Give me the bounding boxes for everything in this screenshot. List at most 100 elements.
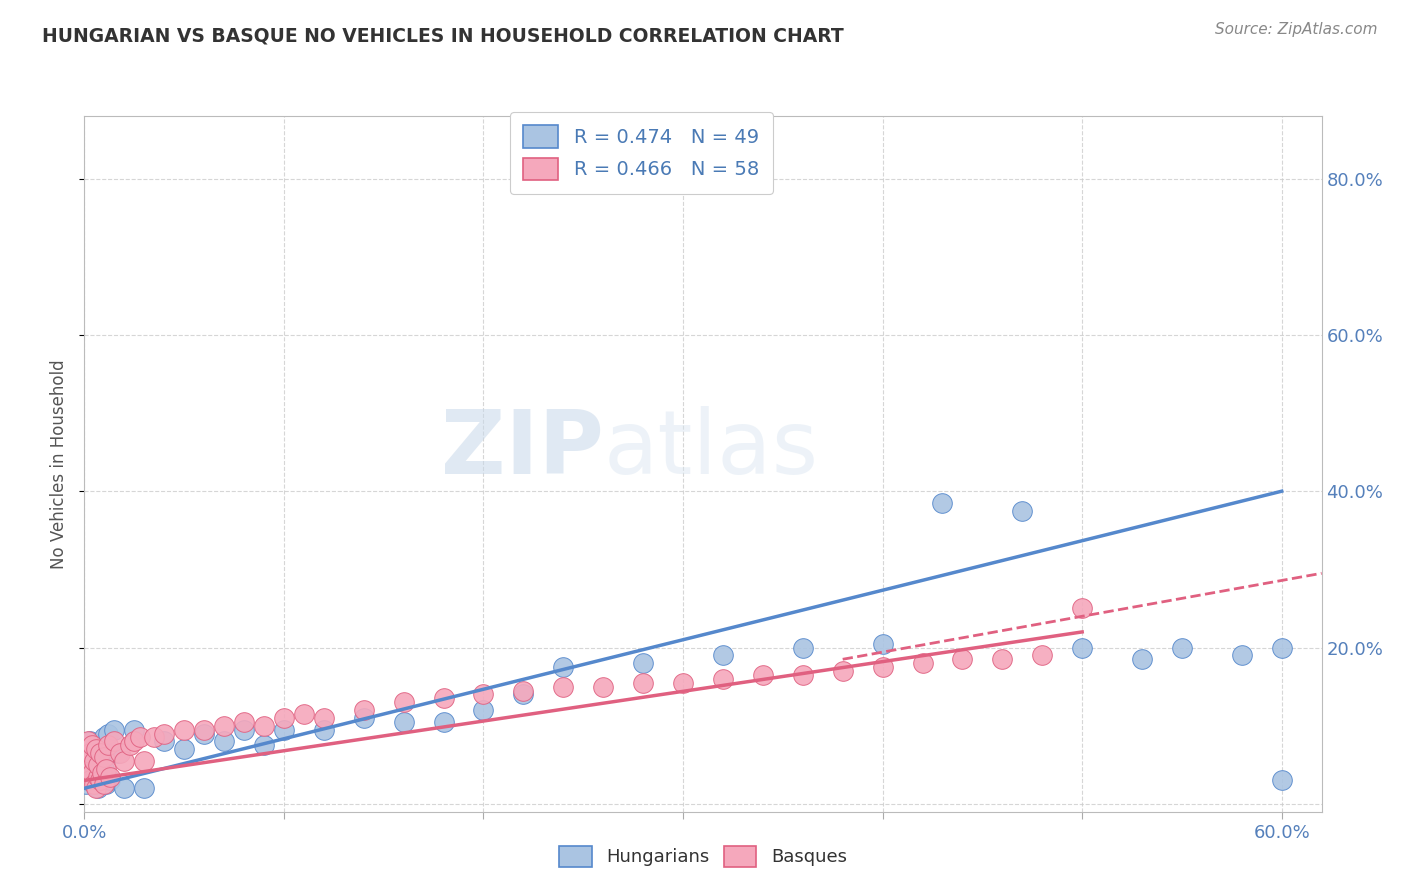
Point [752,668,775,682]
Point [1171,640,1194,655]
Point [312,711,335,725]
Point [432,691,454,706]
Point [83,777,105,791]
Point [1130,652,1153,666]
Point [86,781,108,796]
Point [273,711,295,725]
Point [253,739,276,753]
Point [931,496,953,510]
Point [129,731,152,745]
Point [1071,601,1094,615]
Point [432,714,454,729]
Point [75,770,97,784]
Point [79,746,101,760]
Point [83,770,105,784]
Point [212,719,235,733]
Point [77,762,100,776]
Point [82,750,104,764]
Point [89,773,111,788]
Point [472,688,495,702]
Point [631,656,654,670]
Point [93,762,115,776]
Y-axis label: No Vehicles in Household: No Vehicles in Household [51,359,69,569]
Point [292,706,315,721]
Point [87,757,110,772]
Point [82,765,104,780]
Point [107,746,129,760]
Point [79,757,101,772]
Point [1271,773,1294,788]
Point [792,640,814,655]
Point [77,773,100,788]
Point [353,703,375,717]
Point [831,664,853,678]
Point [87,770,110,784]
Point [75,750,97,764]
Point [792,668,814,682]
Point [233,714,256,729]
Point [512,683,534,698]
Point [82,762,104,776]
Point [75,777,97,791]
Text: Source: ZipAtlas.com: Source: ZipAtlas.com [1215,22,1378,37]
Point [872,637,894,651]
Point [122,734,145,748]
Point [952,652,974,666]
Point [79,773,101,788]
Point [1011,504,1033,518]
Point [120,739,142,753]
Point [553,660,575,674]
Point [93,731,115,745]
Point [110,746,132,760]
Point [392,695,415,709]
Point [89,746,111,760]
Point [592,680,614,694]
Point [86,777,108,791]
Point [103,723,125,737]
Point [89,754,111,768]
Point [86,742,108,756]
Point [872,660,894,674]
Text: atlas: atlas [605,407,820,493]
Point [93,777,115,791]
Point [193,723,215,737]
Point [82,739,104,753]
Point [1071,640,1094,655]
Point [991,652,1014,666]
Point [153,726,176,740]
Point [392,714,415,729]
Point [112,781,135,796]
Point [1031,648,1053,663]
Point [233,723,256,737]
Point [97,726,120,740]
Legend: Hungarians, Basques: Hungarians, Basques [553,838,853,874]
Point [353,711,375,725]
Point [631,675,654,690]
Point [96,777,118,791]
Point [143,731,166,745]
Point [1271,640,1294,655]
Point [98,770,121,784]
Point [253,719,276,733]
Point [98,773,121,788]
Point [103,734,125,748]
Point [911,656,934,670]
Point [87,781,110,796]
Point [91,773,114,788]
Point [193,726,215,740]
Point [134,781,156,796]
Point [273,723,295,737]
Point [77,734,100,748]
Point [83,742,105,756]
Point [134,754,156,768]
Point [212,734,235,748]
Point [1230,648,1253,663]
Point [122,723,145,737]
Text: HUNGARIAN VS BASQUE NO VEHICLES IN HOUSEHOLD CORRELATION CHART: HUNGARIAN VS BASQUE NO VEHICLES IN HOUSE… [42,27,844,45]
Point [711,648,734,663]
Point [312,723,335,737]
Legend: R = 0.474   N = 49, R = 0.466   N = 58: R = 0.474 N = 49, R = 0.466 N = 58 [509,112,773,194]
Point [512,688,534,702]
Point [173,742,195,756]
Point [87,765,110,780]
